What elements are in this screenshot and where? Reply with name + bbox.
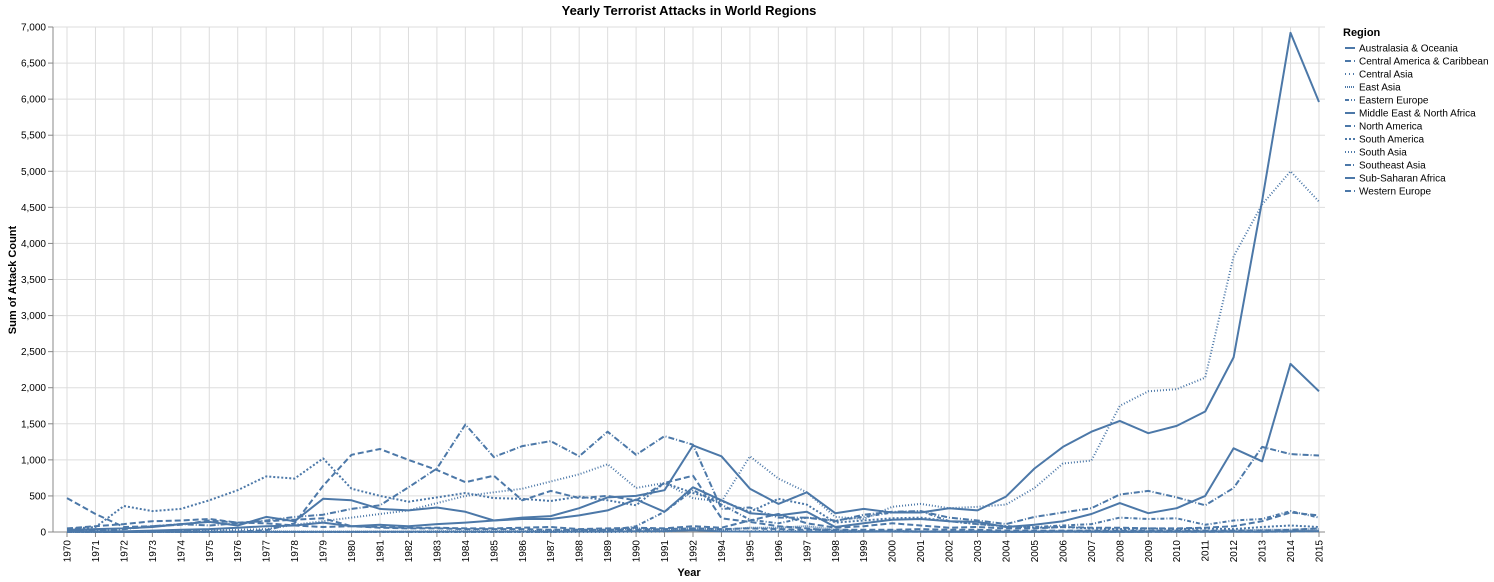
series-line-southeast-asia xyxy=(66,423,1320,533)
y-tick-label: 4,500 xyxy=(21,203,46,214)
x-tick-label: 1975 xyxy=(205,540,216,563)
x-tick-label: 1995 xyxy=(745,540,756,563)
x-tick-label: 2012 xyxy=(1229,540,1240,563)
x-tick-label: 1994 xyxy=(717,540,728,563)
x-tick-label: 2001 xyxy=(916,540,927,563)
y-tick-label: 0 xyxy=(40,528,46,539)
x-tick-label: 2002 xyxy=(945,540,956,563)
y-tick-label: 4,000 xyxy=(21,239,46,250)
series-line-eastern-europe xyxy=(67,489,1320,533)
x-tick-label: 1989 xyxy=(603,540,614,563)
x-tick-label: 1986 xyxy=(518,540,529,563)
x-tick-label: 2011 xyxy=(1201,540,1212,562)
x-tick-label: 2006 xyxy=(1058,540,1069,563)
x-tick-label: 1972 xyxy=(119,540,130,563)
y-tick-label: 5,000 xyxy=(21,167,46,178)
legend-label-middle-east-north-africa: Middle East & North Africa xyxy=(1359,109,1476,120)
x-tick-label: 2013 xyxy=(1258,540,1269,563)
gridlines xyxy=(53,26,1325,533)
legend-label-western-europe: Western Europe xyxy=(1359,187,1432,198)
x-tick-label: 1983 xyxy=(432,540,443,563)
x-tick-label: 2007 xyxy=(1087,540,1098,563)
legend-label-east-asia: East Asia xyxy=(1359,83,1401,94)
x-tick-label: 1999 xyxy=(859,540,870,563)
x-tick-label: 1998 xyxy=(831,540,842,563)
x-tick-label: 1992 xyxy=(689,540,700,563)
x-tick-label: 2008 xyxy=(1115,540,1126,563)
legend-label-eastern-europe: Eastern Europe xyxy=(1359,96,1429,107)
x-tick-label: 1977 xyxy=(262,540,273,563)
x-tick-label: 2015 xyxy=(1315,540,1326,563)
legend-label-australasia-oceania: Australasia & Oceania xyxy=(1359,44,1458,55)
x-tick-label: 1982 xyxy=(404,540,415,563)
legend-label-south-america: South America xyxy=(1359,135,1424,146)
legend-label-southeast-asia: Southeast Asia xyxy=(1359,161,1426,172)
series-line-central-america-caribbean xyxy=(66,448,1320,533)
legend-label-central-asia: Central Asia xyxy=(1359,70,1413,81)
series-line-south-america xyxy=(66,457,1320,531)
legend: Region Australasia & Oceania Central Amer… xyxy=(1343,27,1489,198)
x-tick-label: 1990 xyxy=(632,540,643,563)
x-tick-label: 1991 xyxy=(660,540,671,563)
y-tick-label: 1,000 xyxy=(21,455,46,466)
y-tick-label: 2,500 xyxy=(21,347,46,358)
y-axis-title: Sum of Attack Count xyxy=(7,225,19,334)
x-tick-label: 1996 xyxy=(774,540,785,563)
series-lines xyxy=(66,31,1320,533)
x-tick-label: 1985 xyxy=(489,540,500,563)
x-tick-label: 1970 xyxy=(63,540,74,563)
x-tick-label: 1976 xyxy=(233,540,244,563)
series-line-sub-saharan-africa xyxy=(67,362,1320,533)
x-tick-label: 1984 xyxy=(461,540,472,563)
y-tick-label: 5,500 xyxy=(21,131,46,142)
x-tick-label: 2005 xyxy=(1030,540,1041,563)
x-tick-label: 1973 xyxy=(148,540,159,563)
x-tick-label: 1978 xyxy=(290,540,301,563)
x-tick-label: 1980 xyxy=(347,540,358,563)
y-tick-label: 3,500 xyxy=(21,275,46,286)
x-tick-label: 2003 xyxy=(973,540,984,563)
x-tick-label: 2014 xyxy=(1286,540,1297,563)
legend-label-central-america-caribbean: Central America & Caribbean xyxy=(1359,57,1489,68)
legend-label-north-america: North America xyxy=(1359,122,1423,133)
x-tick-label: 1988 xyxy=(575,540,586,563)
y-tick-label: 6,500 xyxy=(21,59,46,70)
x-tick-label: 1974 xyxy=(176,540,187,563)
x-tick-label: 1981 xyxy=(376,540,387,563)
series-line-south-asia xyxy=(66,170,1320,533)
y-tick-label: 1,500 xyxy=(21,419,46,430)
x-tick-label: 1979 xyxy=(319,540,330,563)
legend-title: Region xyxy=(1343,27,1381,39)
x-axis-title: Year xyxy=(677,567,701,579)
chart-title: Yearly Terrorist Attacks in World Region… xyxy=(562,3,817,18)
y-tick-label: 3,000 xyxy=(21,311,46,322)
x-tick-label: 2004 xyxy=(1002,540,1013,563)
x-tick-label: 1971 xyxy=(91,540,102,563)
y-tick-label: 7,000 xyxy=(21,23,46,34)
y-tick-label: 500 xyxy=(29,491,46,502)
x-tick-label: 1997 xyxy=(802,540,813,563)
legend-label-sub-saharan-africa: Sub-Saharan Africa xyxy=(1359,174,1446,185)
x-tick-label: 2009 xyxy=(1144,540,1155,563)
axes: 0 500 1,000 1,500 2,000 2,500 3,000 3,500 4,000 4… xyxy=(21,23,1326,563)
series-line-north-america xyxy=(66,497,1320,532)
x-tick-label: 2000 xyxy=(888,540,899,563)
x-tick-label: 2010 xyxy=(1172,540,1183,563)
series-line-western-europe xyxy=(66,511,1320,531)
y-tick-label: 6,000 xyxy=(21,95,46,106)
legend-label-south-asia: South Asia xyxy=(1359,148,1407,159)
x-tick-label: 1987 xyxy=(546,540,557,563)
y-tick-label: 2,000 xyxy=(21,383,46,394)
